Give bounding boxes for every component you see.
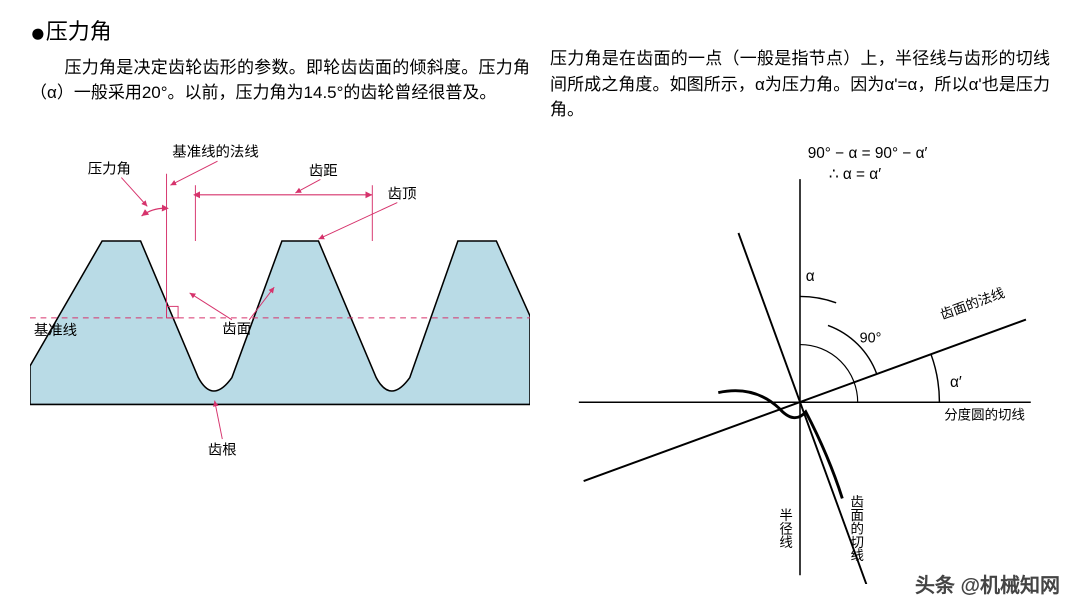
label-alpha: α [806, 268, 815, 285]
left-paragraph: 压力角是决定齿轮齿形的参数。即轮齿齿面的倾斜度。压力角（α）一般采用20°。以前… [30, 55, 530, 106]
equation-1: 90° − α = 90° − α′ [808, 144, 928, 161]
label-reference-line: 基准线 [34, 322, 77, 339]
watermark: 头条 @机械知网 [915, 569, 1060, 598]
tooth-profile-diagram: 基准线 基准线的法线 压力角 齿距 齿顶 齿面 [30, 116, 530, 481]
label-radius-line: 半径线 [777, 507, 793, 548]
label-tangent-pitch: 分度圆的切线 [944, 407, 1025, 422]
arc-outer [800, 344, 858, 402]
title-text: 压力角 [46, 19, 112, 44]
page-title: ●压力角 [30, 14, 530, 49]
label-face: 齿面 [222, 320, 251, 337]
tooth-profile [30, 241, 530, 404]
label-normal: 基准线的法线 [172, 143, 258, 160]
label-alpha-prime: α′ [950, 373, 962, 390]
arc-alpha [800, 296, 836, 302]
label-ninety: 90° [860, 330, 882, 346]
tooth-curve [718, 390, 842, 498]
label-addendum: 齿顶 [388, 185, 417, 202]
title-bullet: ● [30, 18, 46, 48]
label-pressure-angle: 压力角 [88, 160, 131, 177]
angle-diagram: 90° − α = 90° − α′ ∴ α = α′ [550, 133, 1050, 585]
label-face-tangent: 齿面的切线 [848, 494, 864, 562]
equation-2: ∴ α = α′ [829, 166, 881, 183]
arc-alpha-prime [931, 354, 939, 402]
label-face-normal: 齿面的法线 [938, 285, 1006, 322]
face-normal-line [584, 319, 1026, 481]
label-dedendum: 齿根 [208, 441, 237, 458]
pressure-angle-arc [142, 208, 167, 216]
label-pitch: 齿距 [309, 162, 338, 179]
right-paragraph: 压力角是在齿面的一点（一般是指节点）上，半径线与齿形的切线间所成之角度。如图所示… [550, 46, 1050, 123]
